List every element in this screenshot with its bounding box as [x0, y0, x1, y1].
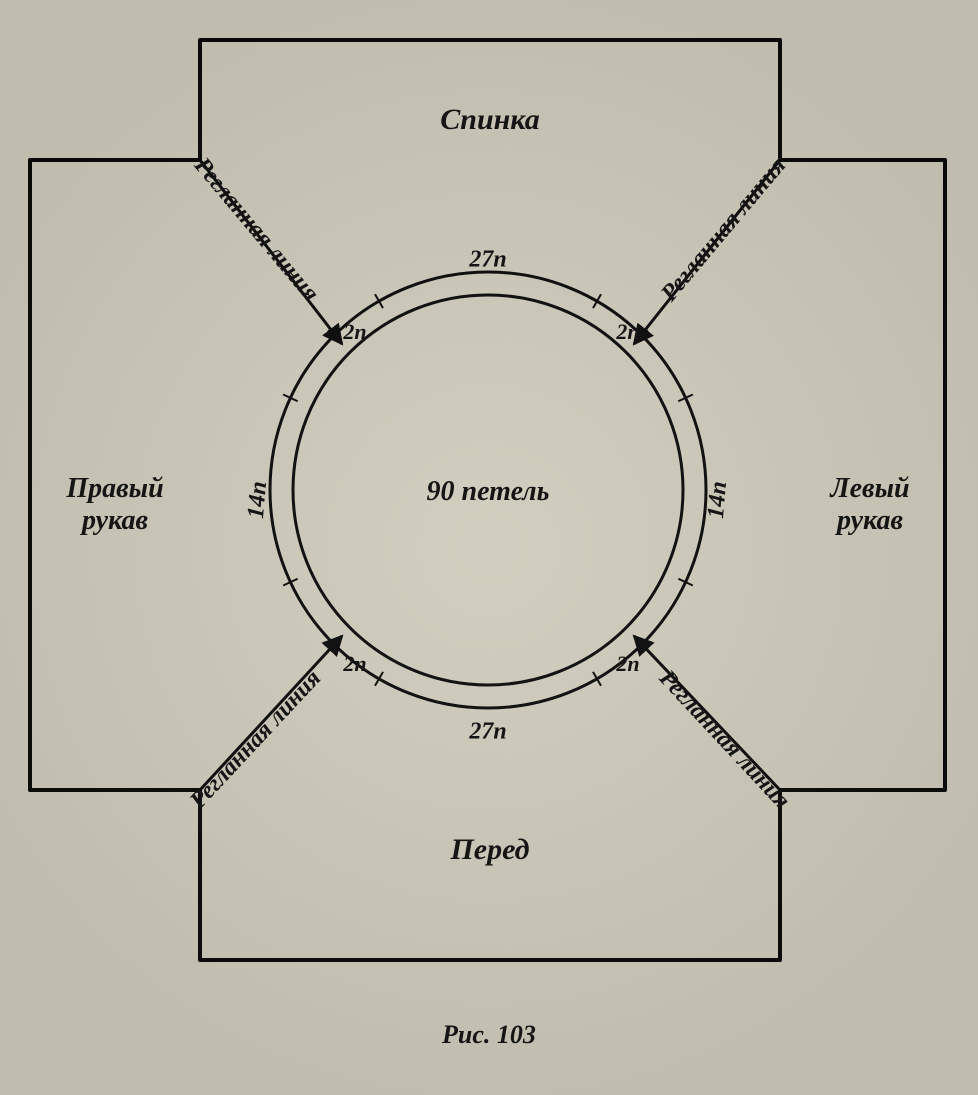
diagram-svg [0, 0, 978, 1095]
label-back: Спинка [440, 103, 540, 137]
label-st_right: 14п [703, 480, 733, 520]
label-c_tr: 2п [616, 319, 639, 345]
figure-caption: Рис. 103 [0, 1020, 978, 1050]
label-left_sleeve: Левый рукав [830, 473, 909, 537]
label-st_top: 27п [469, 247, 506, 274]
label-c_bl: 2п [343, 651, 366, 677]
label-st_bottom: 27п [469, 719, 506, 746]
label-right_sleeve: Правый рукав [66, 473, 163, 537]
label-st_left: 14п [243, 480, 273, 520]
label-c_br: 2п [616, 651, 639, 677]
label-center: 90 петель [427, 476, 550, 508]
label-c_tl: 2п [343, 319, 366, 345]
raglan-diagram: { "figure": { "type": "flowchart", "capt… [0, 0, 978, 1095]
label-front: Перед [450, 833, 529, 867]
